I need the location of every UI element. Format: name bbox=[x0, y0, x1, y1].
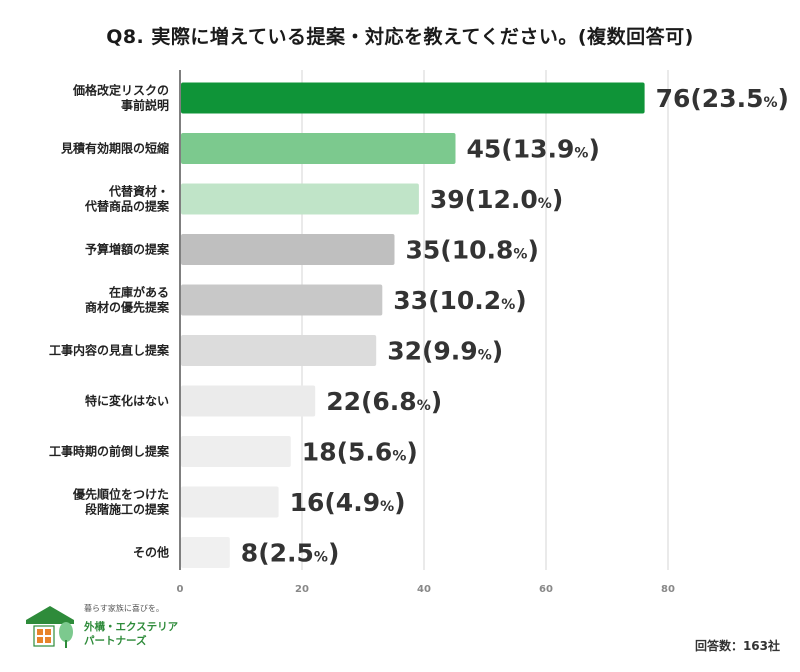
category-label: 工事内容の見直し提案 bbox=[49, 343, 170, 358]
category-label: 見積有効期限の短縮 bbox=[60, 141, 169, 156]
house-tree-icon bbox=[26, 606, 74, 648]
bar bbox=[181, 183, 419, 215]
data-label: 76(23.5%) bbox=[656, 84, 789, 113]
category-label: 優先順位をつけた段階施工の提案 bbox=[72, 487, 170, 517]
logo-tagline: 暮らす家族に喜びを。 bbox=[84, 604, 164, 613]
bar bbox=[181, 335, 377, 366]
data-label: 45(13.9%) bbox=[467, 135, 600, 164]
category-label: 工事時期の前倒し提案 bbox=[49, 444, 170, 459]
category-label: 特に変化はない bbox=[85, 393, 169, 408]
brand-logo: 暮らす家族に喜びを。 外構・エクステリア パートナーズ bbox=[24, 600, 224, 660]
bar bbox=[181, 284, 383, 316]
data-label: 32(9.9%) bbox=[387, 337, 503, 366]
respondent-count: 回答数：163社 bbox=[694, 639, 780, 653]
bars bbox=[181, 82, 645, 568]
x-tick-label: 80 bbox=[661, 584, 675, 595]
bar bbox=[181, 486, 279, 518]
data-label: 18(5.6%) bbox=[302, 438, 418, 467]
logo-name-line2: パートナーズ bbox=[84, 635, 147, 647]
gridlines bbox=[179, 70, 669, 570]
bar bbox=[181, 234, 395, 265]
data-label: 35(10.8%) bbox=[406, 236, 539, 265]
category-label: その他 bbox=[133, 545, 169, 560]
data-label: 33(10.2%) bbox=[393, 286, 526, 315]
bar bbox=[181, 436, 291, 467]
bar bbox=[181, 133, 456, 164]
x-tick-label: 20 bbox=[295, 584, 309, 595]
category-label: 代替資材・代替商品の提案 bbox=[84, 184, 170, 214]
chart-title: Q8. 実際に増えている提案・対応を教えてください。(複数回答可) bbox=[106, 26, 694, 48]
category-label: 予算増額の提案 bbox=[85, 242, 170, 257]
data-label: 39(12.0%) bbox=[430, 185, 563, 214]
data-label: 22(6.8%) bbox=[326, 387, 442, 416]
bar-chart: 0 20 40 60 80 価格改定リスクの事前説明 76(23.5%) 見積有効期限の短縮 4… bbox=[49, 70, 789, 596]
x-tick-label: 0 bbox=[177, 584, 184, 595]
labels: 0 20 40 60 80 価格改定リスクの事前説明 76(23.5%) 見積有効期限の短縮 4… bbox=[49, 83, 789, 596]
x-tick-label: 60 bbox=[539, 584, 553, 595]
data-label: 16(4.9%) bbox=[290, 488, 406, 517]
logo-name-line1: 外構・エクステリア bbox=[84, 621, 179, 633]
logo-name: 外構・エクステリア パートナーズ bbox=[84, 620, 178, 648]
x-tick-label: 40 bbox=[417, 584, 431, 595]
bar bbox=[181, 385, 316, 417]
category-label: 価格改定リスクの事前説明 bbox=[72, 83, 169, 113]
data-label: 8(2.5%) bbox=[241, 539, 340, 568]
category-label: 在庫がある商材の優先提案 bbox=[85, 285, 170, 315]
bar bbox=[181, 82, 645, 114]
bar bbox=[181, 537, 230, 568]
